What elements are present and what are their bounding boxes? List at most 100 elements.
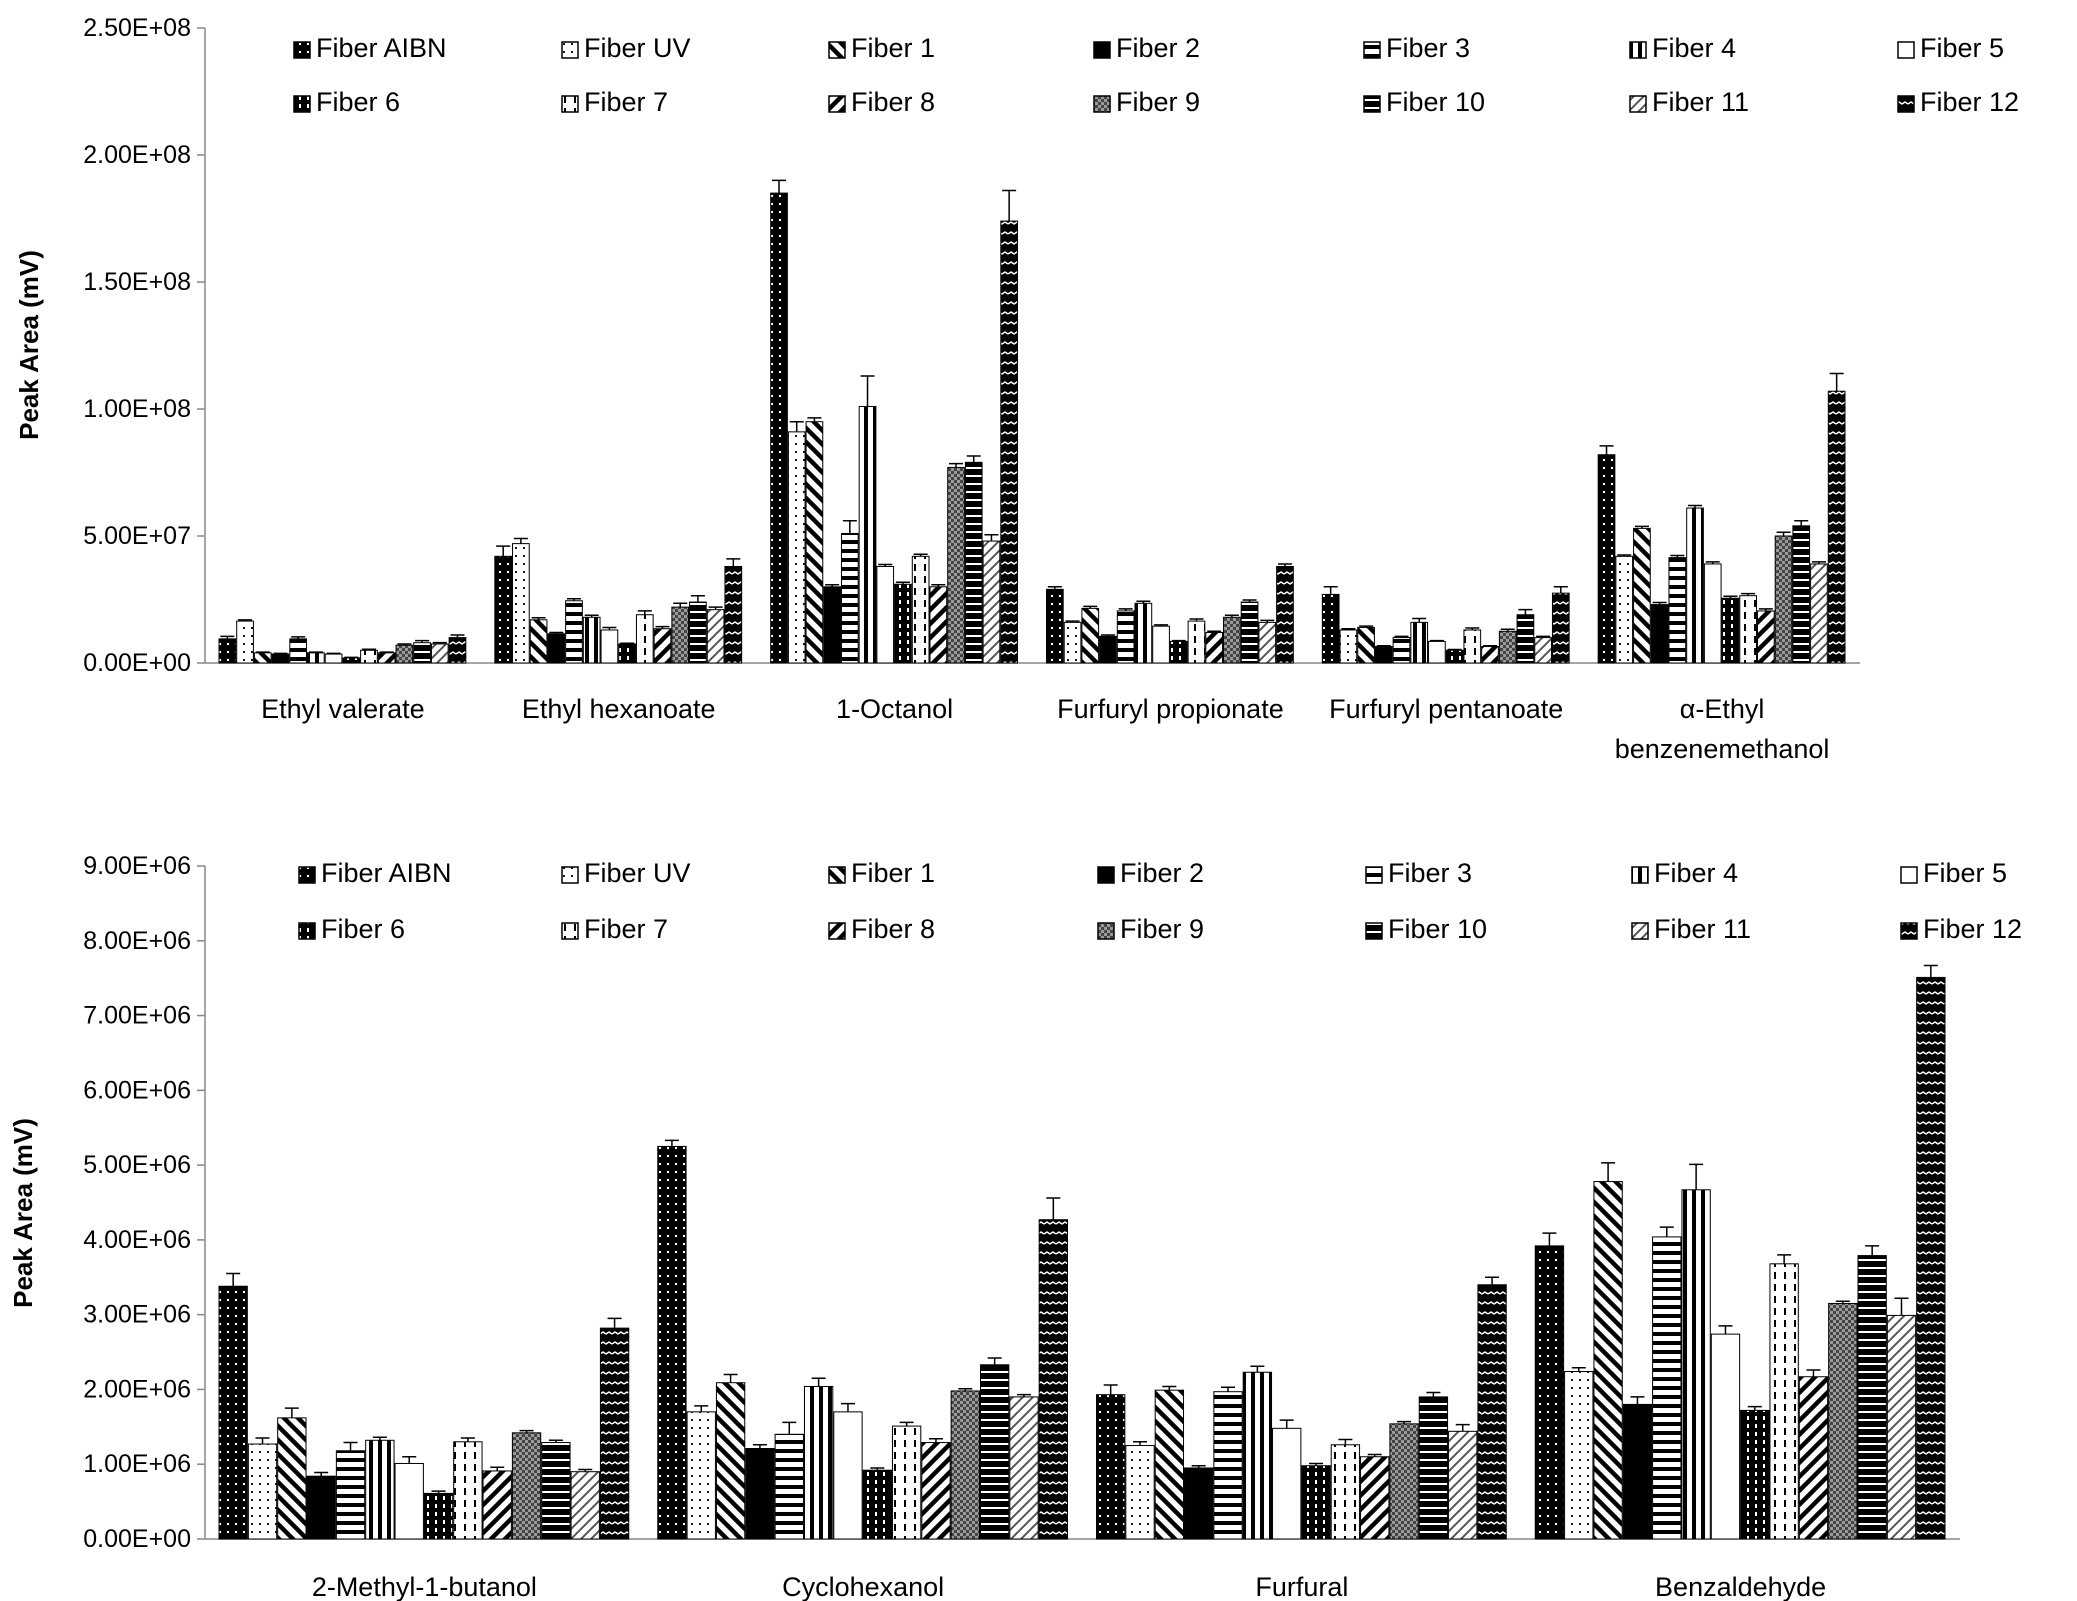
legend: Fiber AIBN Fiber UV Fiber 1 Fiber 2 Fiber 3 F… — [293, 33, 2019, 117]
bar-fiber-11-ethyl-hexanoate — [706, 609, 725, 664]
bar-fiber-2-cyclohexanol — [745, 1448, 775, 1540]
error-bar-fiber-12-ethyl-valerate — [450, 634, 465, 638]
bar-fiber-4-furfural — [1242, 1371, 1273, 1540]
bar-fiber-11-furfural — [1448, 1430, 1478, 1540]
bar-fiber-12-ethyl-benzenemethanol — [1827, 390, 1846, 664]
error-bar-fiber-aibn-furfuryl-pentanoate — [1323, 586, 1338, 595]
error-bar-fiber-3-benzaldehyde — [1659, 1226, 1674, 1237]
error-bar-fiber-6-1-octanol — [895, 581, 910, 585]
legend-swatch-fiber-12 — [1900, 922, 1918, 940]
x-category-label: Ethyl hexanoate — [522, 694, 716, 724]
bar-fiber-uv-cyclohexanol — [686, 1411, 716, 1540]
legend-swatch-fiber-9 — [1097, 922, 1115, 940]
bar-fiber-9-benzaldehyde — [1828, 1302, 1858, 1540]
error-bar-fiber-4-ethyl-valerate — [308, 651, 323, 653]
error-bar-fiber-3-ethyl-hexanoate — [566, 597, 581, 601]
error-bar-fiber-9-furfuryl-pentanoate — [1500, 628, 1515, 632]
error-bar-fiber-10-2-methyl-1-butanol — [548, 1439, 563, 1443]
legend-label-fiber-7: Fiber 7 — [584, 87, 668, 117]
error-bar-fiber-11-ethyl-hexanoate — [708, 606, 723, 610]
legend-label-fiber-3: Fiber 3 — [1388, 858, 1472, 888]
error-bar-fiber-7-cyclohexanol — [899, 1421, 914, 1427]
error-bar-fiber-9-furfural — [1397, 1420, 1412, 1424]
error-bar-fiber-uv-ethyl-valerate — [238, 619, 253, 622]
bar-fiber-uv-ethyl-valerate — [236, 620, 254, 664]
error-bar-fiber-uv-2-methyl-1-butanol — [255, 1437, 270, 1445]
error-bar-fiber-12-ethyl-benzenemethanol — [1829, 372, 1844, 392]
bar-fiber-9-furfuryl-propionate — [1223, 616, 1241, 664]
legend-swatch-fiber-8 — [828, 922, 846, 940]
bar-fiber-4-ethyl-valerate — [307, 652, 325, 664]
error-bar-fiber-10-furfural — [1426, 1391, 1441, 1397]
legend-swatch-fiber-uv — [561, 41, 579, 59]
bar-fiber-9-2-methyl-1-butanol — [511, 1432, 542, 1540]
error-bar-fiber-5-1-octanol — [878, 563, 893, 567]
error-bar-fiber-6-ethyl-hexanoate — [620, 642, 635, 644]
legend-swatch-fiber-aibn — [298, 866, 316, 884]
legend-label-fiber-8: Fiber 8 — [851, 87, 935, 117]
x-category-label: Benzaldehyde — [1655, 1572, 1826, 1601]
y-tick-label: 2.00E+08 — [83, 141, 191, 169]
bar-fiber-aibn-ethyl-benzenemethanol — [1597, 454, 1616, 664]
error-bar-fiber-4-furfural — [1250, 1365, 1265, 1373]
error-bar-fiber-uv-ethyl-benzenemethanol — [1617, 554, 1632, 557]
bar-fiber-2-ethyl-valerate — [271, 653, 290, 664]
error-bar-fiber-6-furfural — [1309, 1462, 1324, 1466]
bar-fiber-uv-furfural — [1125, 1445, 1155, 1540]
error-bar-fiber-4-ethyl-hexanoate — [584, 614, 599, 618]
bar-fiber-6-furfuryl-propionate — [1169, 640, 1188, 664]
bar-fiber-11-furfuryl-propionate — [1258, 621, 1277, 664]
bar-fiber-3-cyclohexanol — [774, 1433, 804, 1540]
bar-fiber-6-benzaldehyde — [1740, 1409, 1770, 1540]
bar-fiber-5-ethyl-benzenemethanol — [1703, 563, 1722, 664]
error-bar-fiber-2-2-methyl-1-butanol — [314, 1471, 329, 1477]
legend-swatch-fiber-2 — [1097, 866, 1115, 884]
bar-fiber-7-benzaldehyde — [1769, 1263, 1799, 1540]
error-bar-fiber-3-ethyl-benzenemethanol — [1670, 554, 1685, 558]
error-bar-fiber-uv-1-octanol — [789, 420, 804, 432]
error-bar-fiber-8-1-octanol — [931, 584, 946, 587]
y-tick-label: 6.00E+06 — [83, 1076, 191, 1104]
error-bar-fiber-7-1-octanol — [913, 553, 928, 557]
error-bar-fiber-10-ethyl-benzenemethanol — [1794, 520, 1809, 526]
error-bar-fiber-10-benzaldehyde — [1865, 1245, 1880, 1256]
legend-swatch-fiber-11 — [1631, 922, 1649, 940]
bar-fiber-7-furfuryl-pentanoate — [1463, 629, 1482, 664]
error-bar-fiber-4-furfuryl-propionate — [1136, 600, 1151, 604]
bar-fiber-2-1-octanol — [823, 586, 841, 664]
x-category-label: 1-Octanol — [836, 694, 953, 724]
bar-fiber-9-ethyl-benzenemethanol — [1774, 535, 1793, 664]
bar-fiber-12-cyclohexanol — [1038, 1219, 1069, 1540]
bar-fiber-6-ethyl-benzenemethanol — [1721, 597, 1740, 664]
error-bar-fiber-11-cyclohexanol — [1016, 1393, 1031, 1397]
y-tick-label: 1.00E+06 — [83, 1450, 191, 1478]
error-bar-fiber-1-ethyl-hexanoate — [531, 617, 546, 620]
chart-bottom-volatiles: 0.00E+00 1.00E+06 2.00E+06 3.00E+06 4.00E+06… — [8, 852, 2022, 1601]
error-bar-fiber-6-ethyl-valerate — [344, 656, 359, 659]
bar-fiber-9-1-octanol — [947, 466, 965, 664]
legend-swatch-fiber-10 — [1363, 95, 1381, 113]
legend-label-fiber-aibn: Fiber AIBN — [316, 33, 447, 63]
legend-label-fiber-1: Fiber 1 — [851, 33, 935, 63]
bar-fiber-11-ethyl-benzenemethanol — [1810, 563, 1828, 664]
error-bar-fiber-5-furfural — [1279, 1419, 1294, 1429]
bar-fiber-1-cyclohexanol — [715, 1382, 746, 1540]
bar-fiber-8-2-methyl-1-butanol — [482, 1470, 512, 1540]
error-bar-fiber-4-cyclohexanol — [811, 1377, 826, 1387]
bar-fiber-2-2-methyl-1-butanol — [306, 1475, 336, 1540]
bar-fiber-5-1-octanol — [876, 565, 895, 664]
bar-fiber-4-2-methyl-1-butanol — [365, 1439, 395, 1540]
error-bar-fiber-11-1-octanol — [984, 533, 999, 542]
bar-fiber-8-furfuryl-propionate — [1205, 632, 1224, 664]
bar-fiber-2-ethyl-hexanoate — [547, 633, 566, 664]
error-bar-fiber-4-2-methyl-1-butanol — [372, 1436, 387, 1441]
legend-label-fiber-6: Fiber 6 — [316, 87, 400, 117]
bar-fiber-8-furfural — [1360, 1456, 1390, 1540]
bar-fiber-11-cyclohexanol — [1009, 1396, 1039, 1540]
bar-fiber-12-benzaldehyde — [1916, 976, 1946, 1540]
x-category-label: Furfural — [1255, 1572, 1348, 1601]
legend-swatch-fiber-4 — [1629, 41, 1647, 59]
error-bar-fiber-2-benzaldehyde — [1630, 1396, 1645, 1405]
legend-swatch-fiber-1 — [828, 41, 846, 59]
